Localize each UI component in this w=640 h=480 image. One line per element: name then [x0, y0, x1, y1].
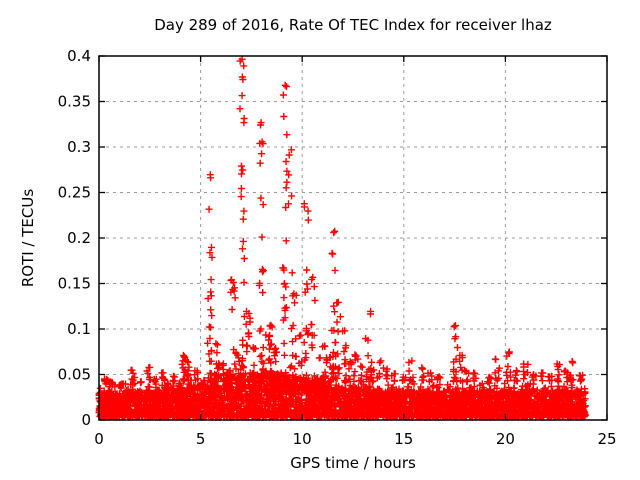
y-tick-label: 0.2 — [67, 229, 91, 247]
x-tick-label: 5 — [196, 430, 206, 448]
chart-title: Day 289 of 2016, Rate Of TEC Index for r… — [154, 16, 552, 34]
x-tick-label: 0 — [94, 430, 104, 448]
y-tick-label: 0.4 — [67, 47, 91, 65]
x-tick-label: 15 — [394, 430, 413, 448]
y-tick-label: 0.25 — [58, 184, 91, 202]
scatter-plus-markers — [95, 55, 590, 421]
tick-labels: 0 5 10 15 20 25 0 0.05 0.1 0.15 0.2 0.25 0.3 0.35 0.4 — [58, 47, 617, 448]
y-axis-label: ROTI / TECUs — [19, 189, 37, 287]
grid-lines — [99, 56, 607, 420]
y-tick-label: 0.3 — [67, 138, 91, 156]
y-tick-label: 0 — [81, 411, 91, 429]
axes — [98, 55, 608, 421]
y-tick-label: 0.15 — [58, 275, 91, 293]
y-tick-label: 0.1 — [67, 320, 91, 338]
x-axis-label: GPS time / hours — [290, 454, 416, 472]
x-tick-label: 20 — [496, 430, 515, 448]
data-points-roti — [95, 55, 590, 421]
x-tick-label: 10 — [293, 430, 312, 448]
x-tick-label: 25 — [597, 430, 616, 448]
y-tick-label: 0.35 — [58, 93, 91, 111]
y-tick-label: 0.05 — [58, 366, 91, 384]
